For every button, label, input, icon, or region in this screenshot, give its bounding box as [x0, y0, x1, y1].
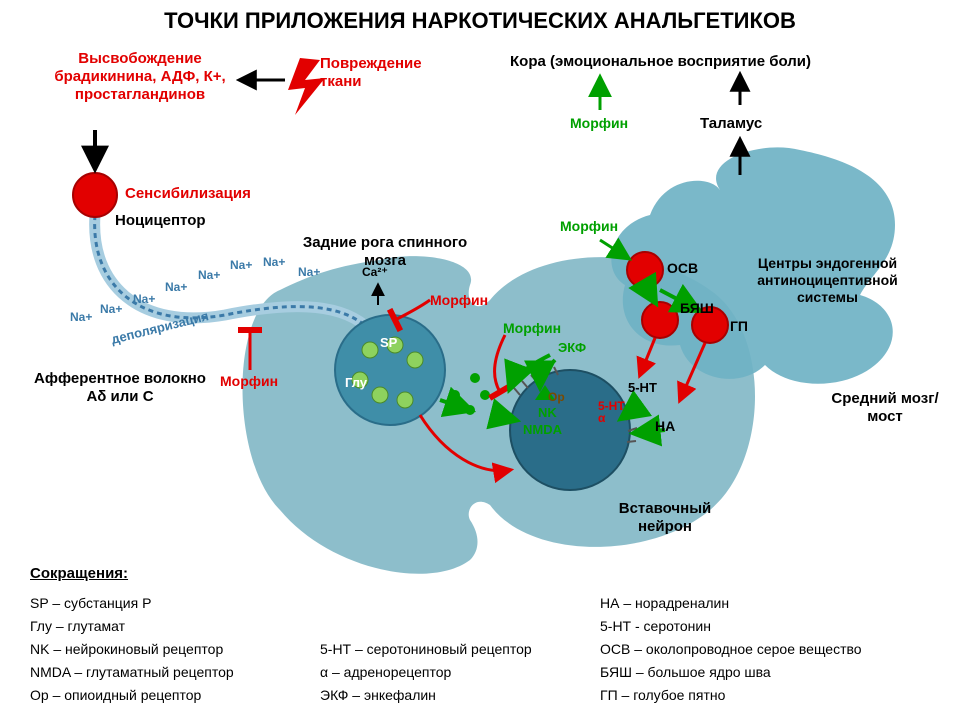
abbr3: NK – нейрокиновый рецептор: [30, 641, 223, 658]
release-label: Высвобождение брадикинина, АДФ, К+, прос…: [35, 50, 245, 104]
diagram-canvas: [0, 0, 960, 720]
diagram-title: ТОЧКИ ПРИЛОЖЕНИЯ НАРКОТИЧЕСКИХ АНАЛЬГЕТИ…: [0, 8, 960, 34]
abbr-title: Сокращения:: [30, 565, 128, 583]
na4: Na+: [165, 280, 187, 294]
morphine-cortex: Морфин: [570, 115, 628, 132]
na2: Na+: [100, 302, 122, 316]
morphine-ca: Морфин: [430, 292, 488, 309]
na7: Na+: [263, 255, 285, 269]
na1: Na+: [70, 310, 92, 324]
sensit-label: Сенсибилизация: [125, 185, 251, 203]
cortex-label: Кора (эмоциональное восприятие боли): [510, 53, 811, 71]
nk-label: NK: [538, 405, 557, 421]
interneuron-label: Вставочный нейрон: [605, 500, 725, 536]
dorsal-label: Задние рога спинного мозга: [300, 234, 470, 270]
abbr10: 5-НТ - серотонин: [600, 618, 711, 635]
midbrain-label: Средний мозг/мост: [830, 390, 940, 426]
abbr11: ОСВ – околопроводное серое вещество: [600, 641, 862, 658]
byash-node: [642, 302, 678, 338]
osv-label: ОСВ: [667, 260, 698, 277]
afferent-label: Афферентное волокно Аδ или С: [30, 370, 210, 406]
abbr2: Глу – глутамат: [30, 618, 125, 635]
byash-label: БЯШ: [680, 300, 714, 317]
abbr4: NMDA – глутаматный рецептор: [30, 664, 234, 681]
na3: Na+: [133, 292, 155, 306]
osv-node: [627, 252, 663, 288]
nociceptor-label: Ноцицептор: [115, 212, 206, 230]
abbr13: ГП – голубое пятно: [600, 687, 725, 704]
abbr5: Ор – опиоидный рецептор: [30, 687, 201, 704]
sp-label: SP: [380, 335, 397, 351]
morphine-ekf: Морфин: [503, 320, 561, 337]
ekf-label: ЭКФ: [558, 340, 586, 356]
abbr6: 5-НТ – серотониновый рецептор: [320, 641, 532, 658]
ha-label: НА: [655, 418, 675, 435]
thalamus-label: Таламус: [700, 115, 762, 133]
abbr12: БЯШ – большое ядро шва: [600, 664, 771, 681]
nociceptor-node: [73, 173, 117, 217]
fivehta-label: 5-HT α: [598, 400, 633, 424]
abbr7: α – адренорецептор: [320, 664, 451, 681]
abbr1: SP – субстанция Р: [30, 595, 151, 612]
abbr8: ЭКФ – энкефалин: [320, 687, 436, 704]
abbr9: НА – норадреналин: [600, 595, 729, 612]
fiveht-label: 5-HT: [628, 380, 657, 396]
presynaptic-neuron: [335, 315, 445, 425]
morphine-fiber: Морфин: [220, 373, 278, 390]
nmda-label: NMDA: [523, 422, 562, 438]
morphine-osv: Морфин: [560, 218, 618, 235]
na5: Na+: [198, 268, 220, 282]
glu-label: Глу: [345, 375, 367, 391]
gp-label: ГП: [730, 318, 748, 335]
op-label: Ор: [548, 390, 565, 404]
damage-label: Повреждение ткани: [320, 55, 440, 91]
antinoc-label: Центры эндогенной антиноцицептивной сист…: [735, 255, 920, 305]
na6: Na+: [230, 258, 252, 272]
